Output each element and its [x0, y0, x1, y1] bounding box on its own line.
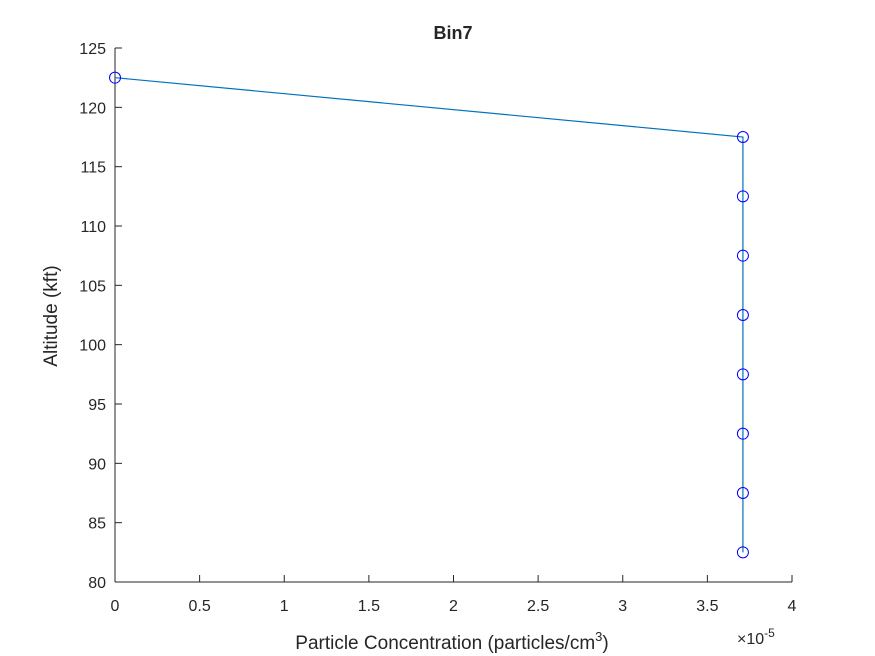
y-axis-label: Altitude (kft)	[41, 265, 62, 366]
data-point-marker	[736, 427, 749, 440]
data-point-marker	[736, 546, 749, 559]
y-tick-label: 105	[79, 278, 106, 295]
data-point-marker	[736, 131, 749, 143]
x-tick-label: 0	[111, 598, 120, 615]
chart-title: Bin7	[433, 23, 472, 43]
y-tick-label: 110	[80, 219, 106, 236]
x-axis-label-main: Particle Concentration (particles/cm	[295, 633, 595, 654]
x-tick-label: 0.5	[189, 598, 211, 615]
y-tick-label: 95	[88, 397, 106, 414]
y-axis-ticks: 80 85 90 95 100 105 110 115 120 125	[79, 41, 122, 592]
data-point-marker	[736, 190, 749, 203]
x-tick-label: 1	[280, 598, 289, 615]
y-tick-label: 90	[88, 456, 106, 473]
x-tick-label: 3.5	[696, 598, 718, 615]
x-axis-ticks: 0 0.5 1 1.5 2 2.5 3 3.5 4	[111, 575, 797, 615]
x-tick-label: 4	[788, 598, 797, 615]
x-axis-label-end: )	[602, 633, 608, 654]
data-point-marker	[736, 309, 749, 321]
y-tick-label: 120	[79, 100, 106, 117]
x-axis-exponent-base: ×10	[737, 631, 764, 648]
x-axis-label-superscript: 3	[595, 629, 602, 644]
data-point-marker	[736, 249, 749, 262]
y-tick-label: 85	[88, 516, 106, 533]
x-axis-exponent-power: -5	[764, 626, 775, 640]
x-tick-label: 2.5	[527, 598, 549, 615]
x-tick-label: 2	[449, 598, 458, 615]
y-tick-label: 100	[79, 338, 106, 355]
y-tick-label: 125	[79, 41, 106, 58]
data-series	[109, 71, 749, 559]
y-tick-label: 115	[80, 160, 106, 177]
series-line	[114, 77, 744, 553]
x-axis-exponent: ×10-5	[737, 626, 775, 648]
data-point-marker	[109, 71, 121, 84]
x-tick-label: 1.5	[358, 598, 380, 615]
y-tick-label: 80	[88, 575, 106, 592]
data-point-marker	[736, 487, 749, 499]
data-point-marker	[736, 368, 749, 381]
x-tick-label: 3	[618, 598, 627, 615]
x-axis-label: Particle Concentration (particles/cm3)	[295, 629, 608, 654]
